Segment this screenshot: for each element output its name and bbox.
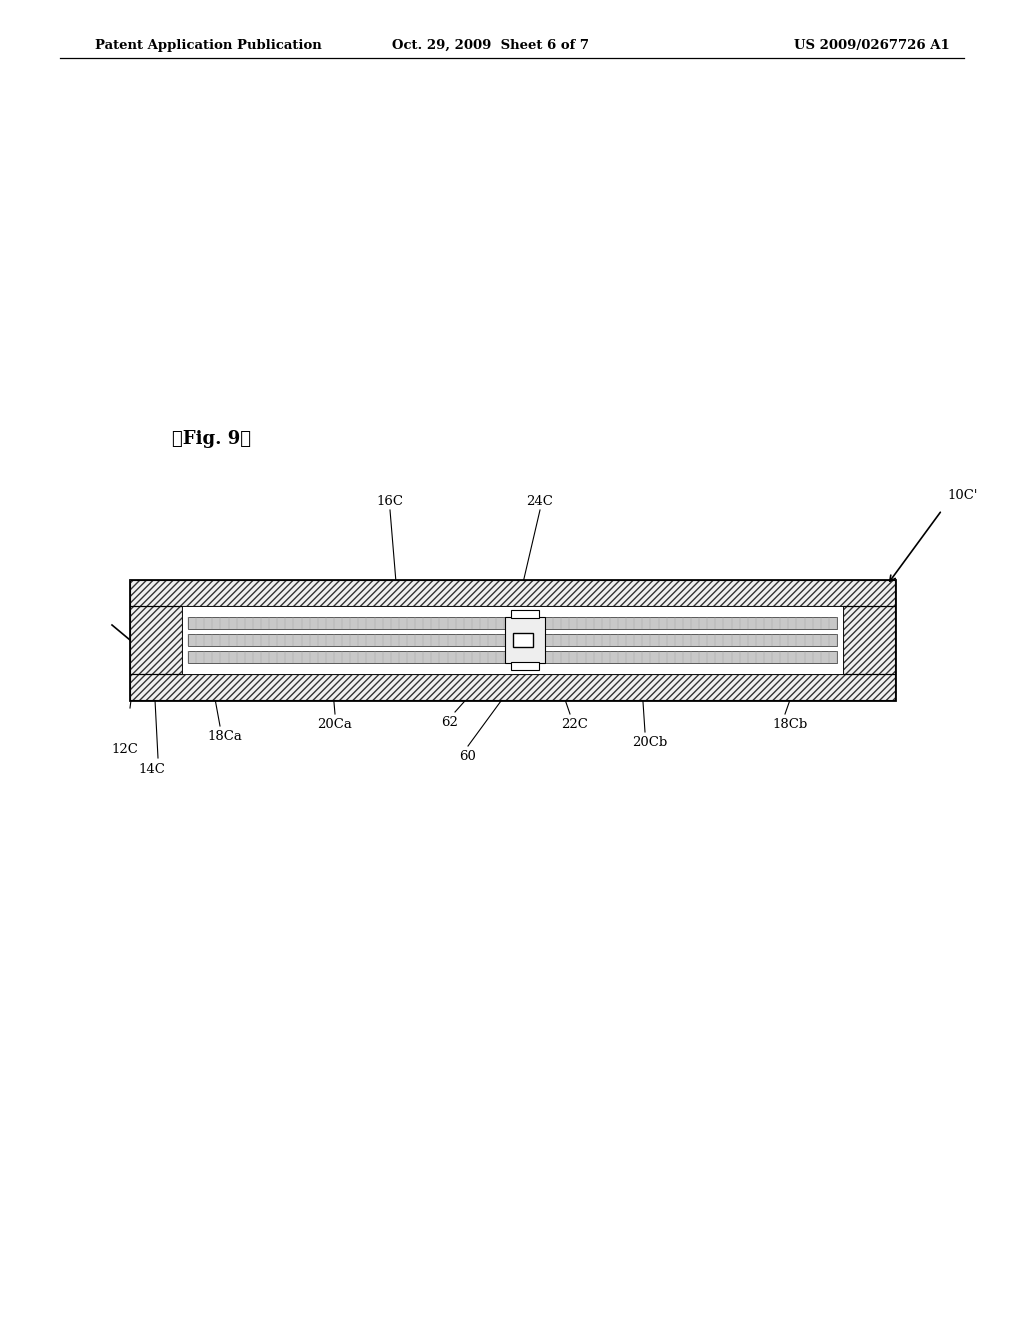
Text: 18Cb: 18Cb [772, 718, 808, 731]
Text: 22C: 22C [561, 718, 589, 731]
Text: 16C: 16C [377, 495, 403, 508]
Text: 20Cb: 20Cb [633, 737, 668, 748]
Text: 12C: 12C [112, 743, 138, 756]
Bar [505, 616, 545, 663]
Text: 24C: 24C [526, 495, 553, 508]
Text: 18Ca: 18Ca [208, 730, 243, 743]
Bar [843, 606, 895, 673]
Bar [130, 579, 895, 606]
Text: 【Fig. 9】: 【Fig. 9】 [172, 430, 251, 447]
Text: Oct. 29, 2009  Sheet 6 of 7: Oct. 29, 2009 Sheet 6 of 7 [391, 38, 589, 51]
Bar [843, 606, 895, 673]
Bar [511, 610, 539, 618]
Bar [130, 673, 895, 700]
Text: 14C: 14C [138, 763, 166, 776]
Text: US 2009/0267726 A1: US 2009/0267726 A1 [795, 38, 950, 51]
Text: 20Ca: 20Ca [317, 718, 352, 731]
Bar [182, 606, 843, 673]
Bar [130, 606, 182, 673]
Text: Patent Application Publication: Patent Application Publication [95, 38, 322, 51]
Bar [188, 634, 837, 645]
Bar [512, 634, 532, 647]
Text: 10C': 10C' [947, 488, 978, 502]
Bar [511, 663, 539, 671]
Bar [188, 651, 837, 663]
Bar [130, 673, 895, 700]
Bar [130, 579, 895, 700]
Bar [188, 616, 837, 630]
Bar [130, 579, 895, 606]
Text: 62: 62 [441, 715, 459, 729]
Text: 60: 60 [460, 750, 476, 763]
Bar [130, 606, 182, 673]
